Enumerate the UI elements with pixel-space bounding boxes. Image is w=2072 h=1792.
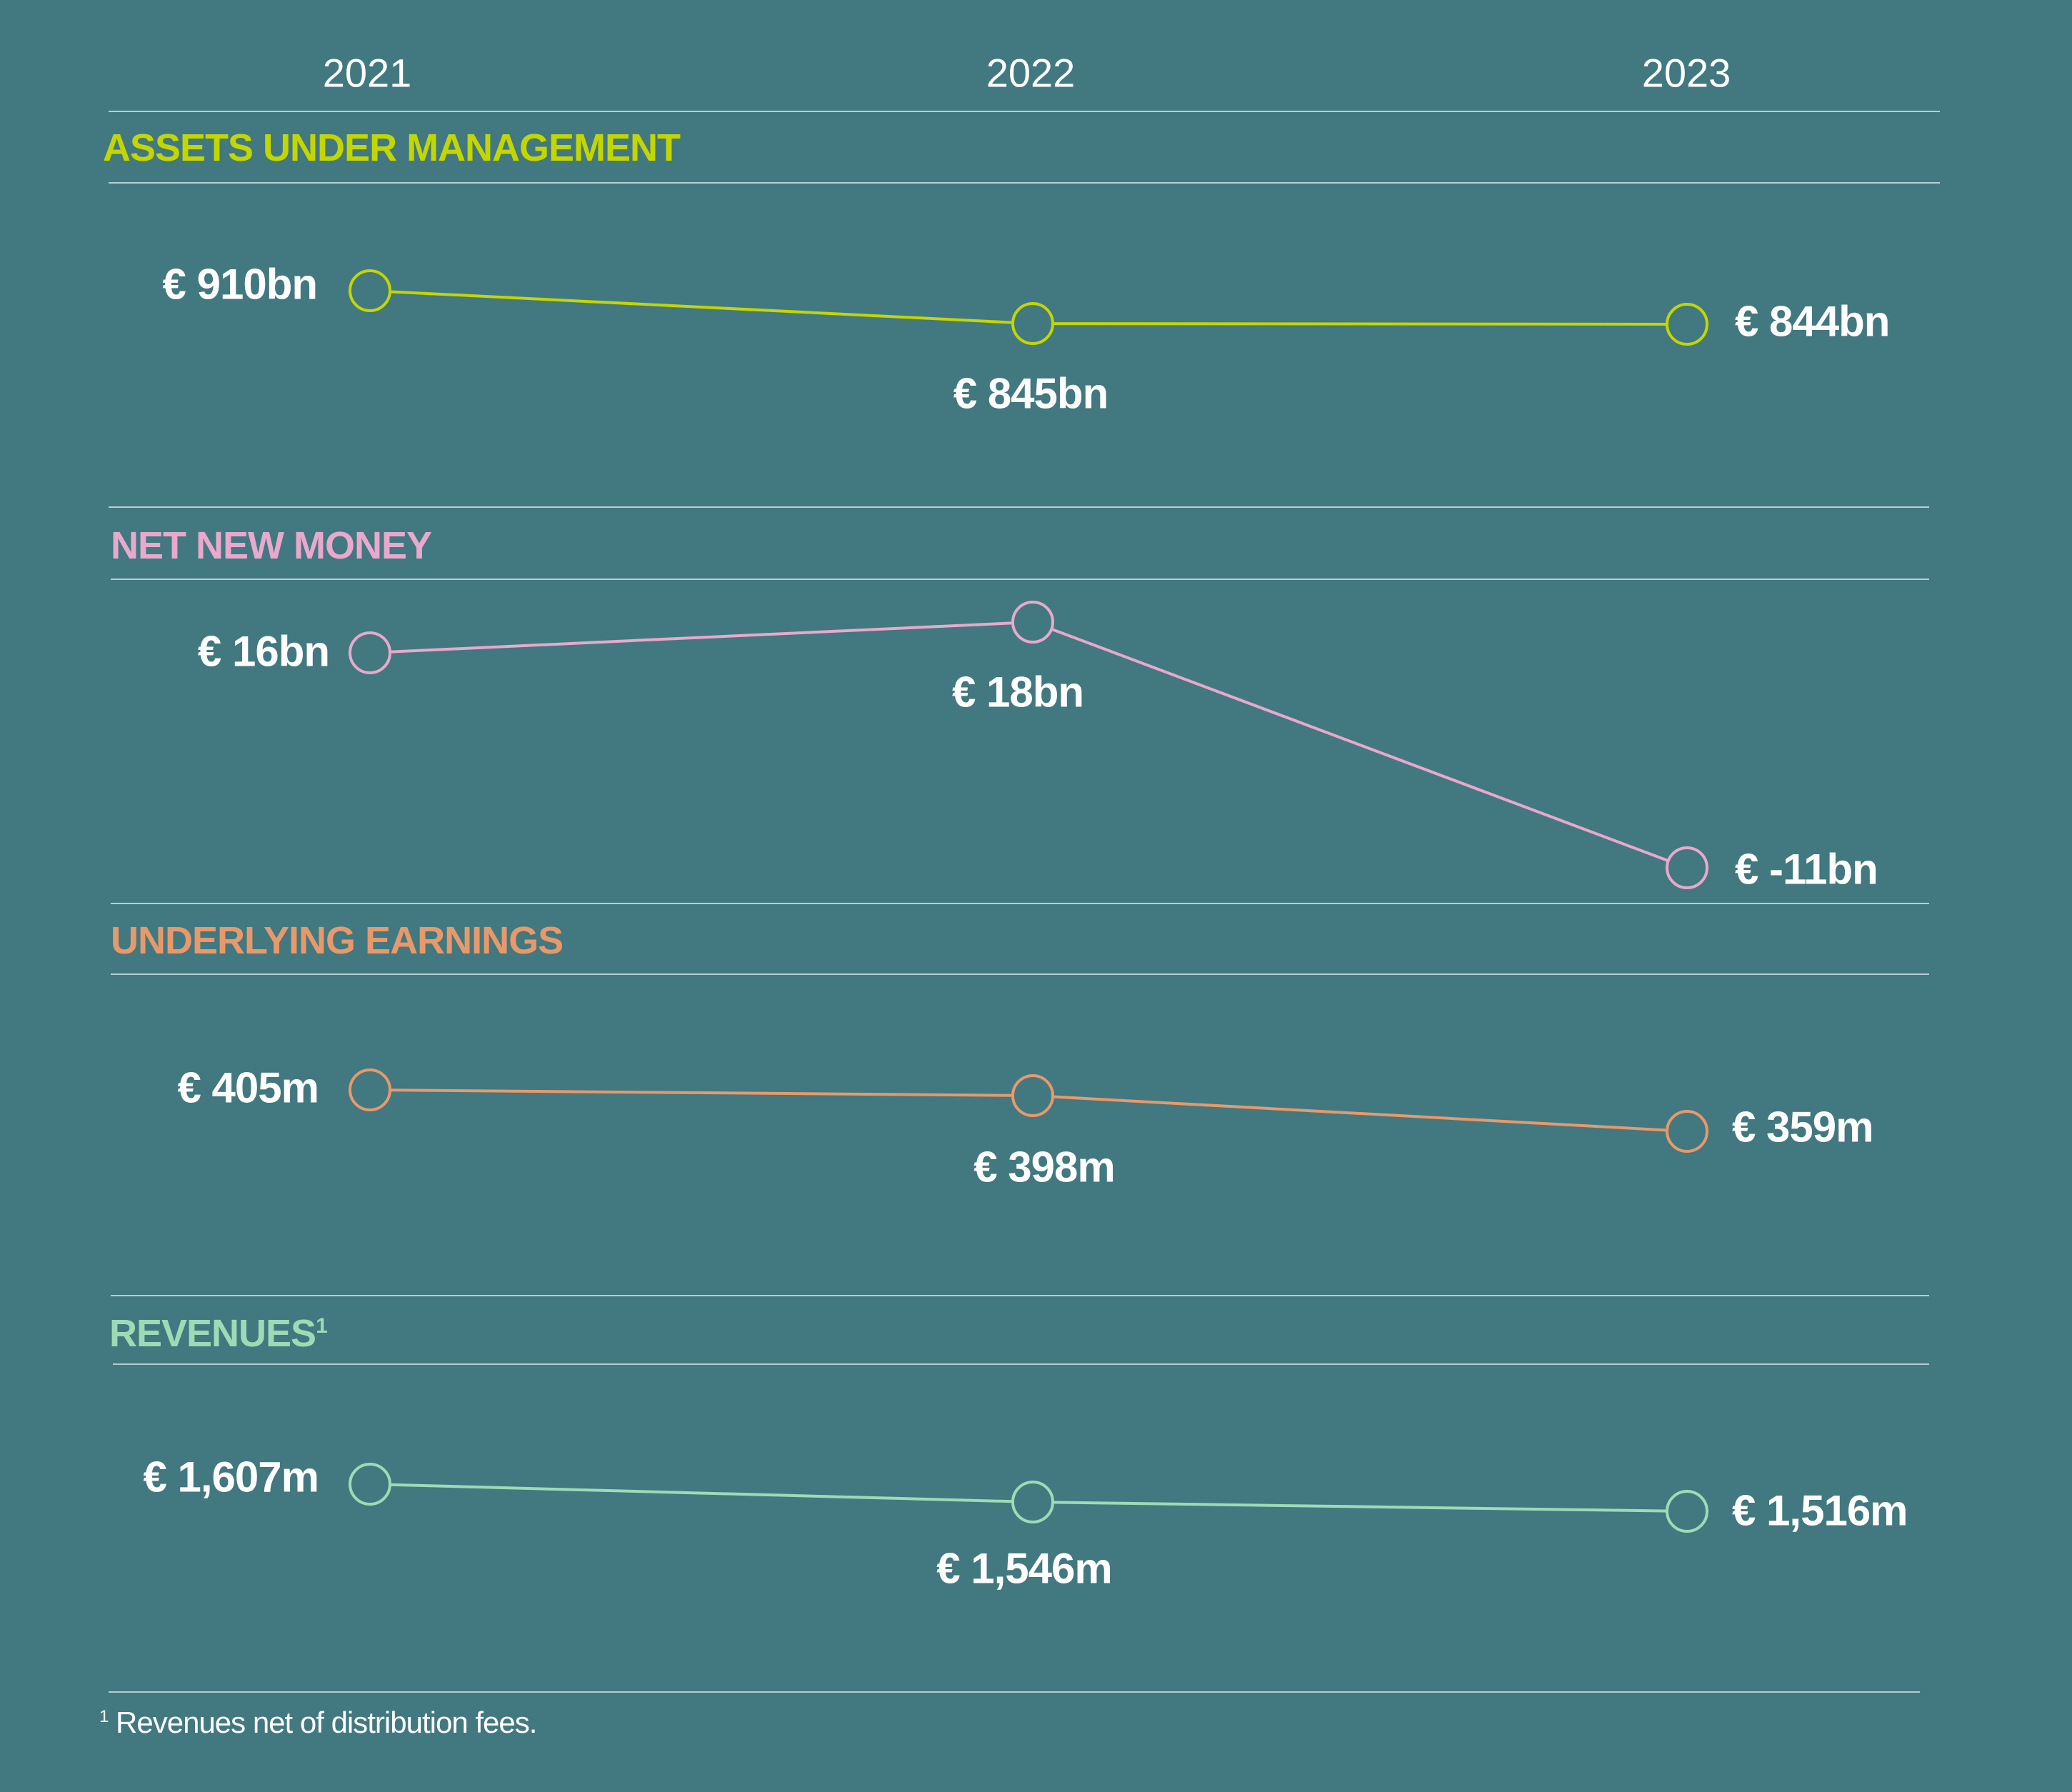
- data-label: € 18bn: [951, 668, 1084, 716]
- section-title-nnm: NET NEW MONEY: [111, 524, 432, 567]
- divider: [111, 973, 1929, 975]
- divider: [109, 111, 1940, 112]
- year-label-2022: 2022: [986, 50, 1076, 96]
- data-label: € 398m: [974, 1143, 1115, 1191]
- section-title-aum: ASSETS UNDER MANAGEMENT: [103, 126, 681, 169]
- data-point: [1666, 303, 1708, 346]
- divider: [111, 579, 1929, 580]
- title-text: REVENUES: [109, 1312, 316, 1355]
- data-point: [1011, 1074, 1054, 1117]
- data-point: [349, 269, 391, 312]
- data-point: [1011, 302, 1054, 345]
- data-point: [349, 1463, 391, 1506]
- data-label: € 16bn: [197, 627, 330, 676]
- data-label: € -11bn: [1735, 845, 1878, 894]
- footnote-marker: 1: [316, 1314, 328, 1338]
- data-point: [1666, 846, 1708, 889]
- data-label: € 844bn: [1735, 297, 1890, 346]
- data-label: € 405m: [177, 1063, 319, 1112]
- section-title-revenues: REVENUES1: [109, 1311, 328, 1356]
- data-point: [1011, 601, 1054, 644]
- footnote-text: Revenues net of distribution fees.: [116, 1706, 537, 1739]
- footnote-marker: 1: [99, 1707, 109, 1726]
- data-point: [349, 631, 391, 674]
- divider: [111, 903, 1929, 904]
- divider: [111, 1295, 1929, 1296]
- data-label: € 1,607m: [143, 1453, 319, 1501]
- year-label-2023: 2023: [1641, 50, 1731, 96]
- series-line: [369, 620, 1688, 869]
- divider: [109, 1691, 1920, 1693]
- footnote: 1 Revenues net of distribution fees.: [99, 1706, 537, 1740]
- data-label: € 845bn: [953, 369, 1108, 418]
- divider: [109, 506, 1929, 508]
- data-point: [1011, 1481, 1054, 1523]
- data-label: € 1,516m: [1732, 1486, 1908, 1535]
- data-point: [1666, 1110, 1708, 1153]
- data-label: € 359m: [1732, 1103, 1873, 1151]
- data-label: € 910bn: [162, 260, 318, 309]
- data-point: [1666, 1490, 1708, 1533]
- section-title-earnings: UNDERLYING EARNINGS: [111, 919, 564, 962]
- year-label-2021: 2021: [322, 50, 412, 96]
- data-point: [349, 1068, 391, 1111]
- data-label: € 1,546m: [936, 1544, 1113, 1593]
- divider: [113, 1363, 1929, 1365]
- divider: [109, 182, 1940, 184]
